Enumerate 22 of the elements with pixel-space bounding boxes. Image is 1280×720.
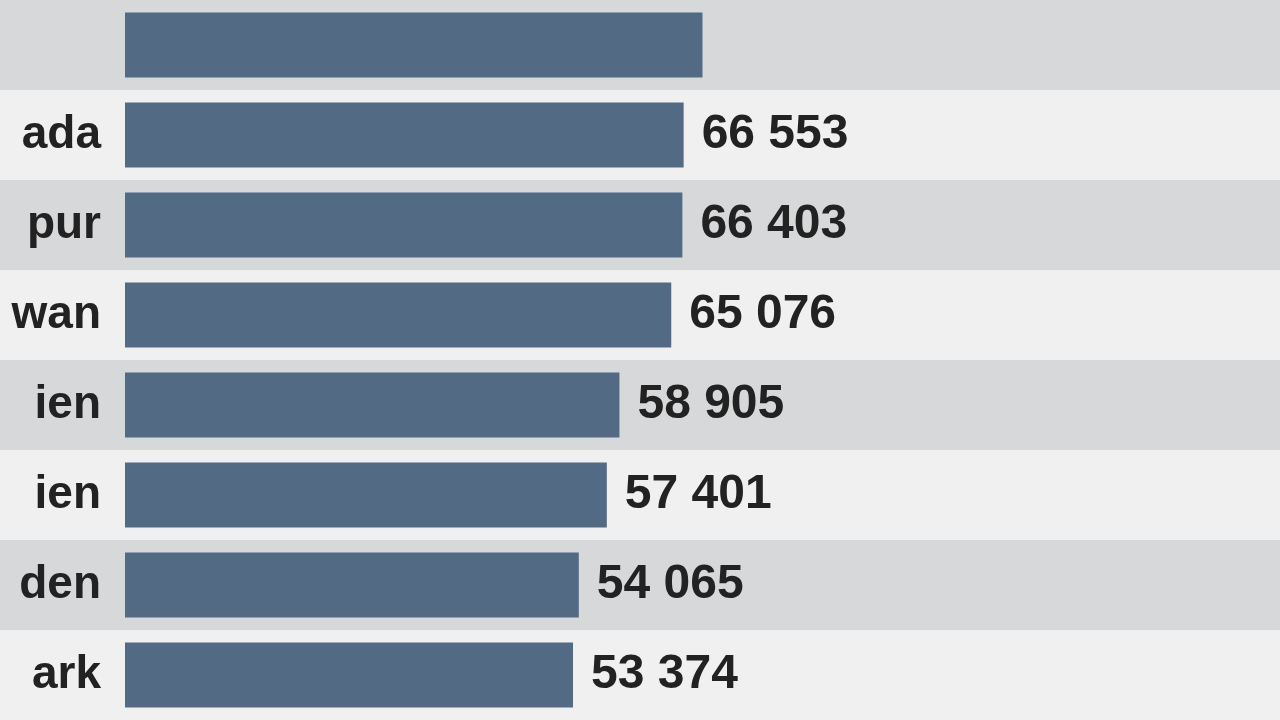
bar <box>125 192 683 258</box>
y-tick-label: ien <box>34 465 101 518</box>
y-tick-label: ark <box>31 645 102 698</box>
y-tick-label: ada <box>21 105 102 158</box>
data-label: 66 403 <box>700 195 848 249</box>
y-tick-label: wan <box>10 285 101 338</box>
bar <box>125 552 579 618</box>
bar <box>125 462 607 528</box>
data-label: 57 401 <box>624 465 772 519</box>
y-tick-label: pur <box>26 195 102 248</box>
bar <box>125 642 574 708</box>
bar <box>125 372 620 438</box>
y-tick-label: den <box>19 555 101 608</box>
y-tick-label: ien <box>34 375 101 428</box>
data-label: 54 065 <box>596 555 744 609</box>
bar <box>125 12 703 78</box>
bar <box>125 102 684 168</box>
data-label: 65 076 <box>689 285 837 339</box>
data-label: 53 374 <box>591 645 739 699</box>
bar <box>125 282 672 348</box>
data-label: 66 553 <box>701 105 849 159</box>
data-label: 58 905 <box>637 375 785 429</box>
